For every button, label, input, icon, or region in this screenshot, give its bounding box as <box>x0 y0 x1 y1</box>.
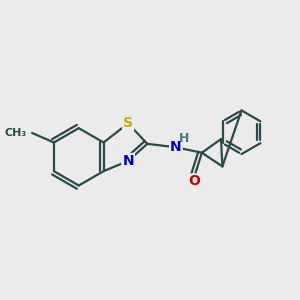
Text: S: S <box>123 116 133 130</box>
Text: CH₃: CH₃ <box>4 128 27 138</box>
Text: H: H <box>179 132 189 145</box>
Text: N: N <box>170 140 182 154</box>
Text: N: N <box>122 154 134 168</box>
Text: O: O <box>188 174 200 188</box>
